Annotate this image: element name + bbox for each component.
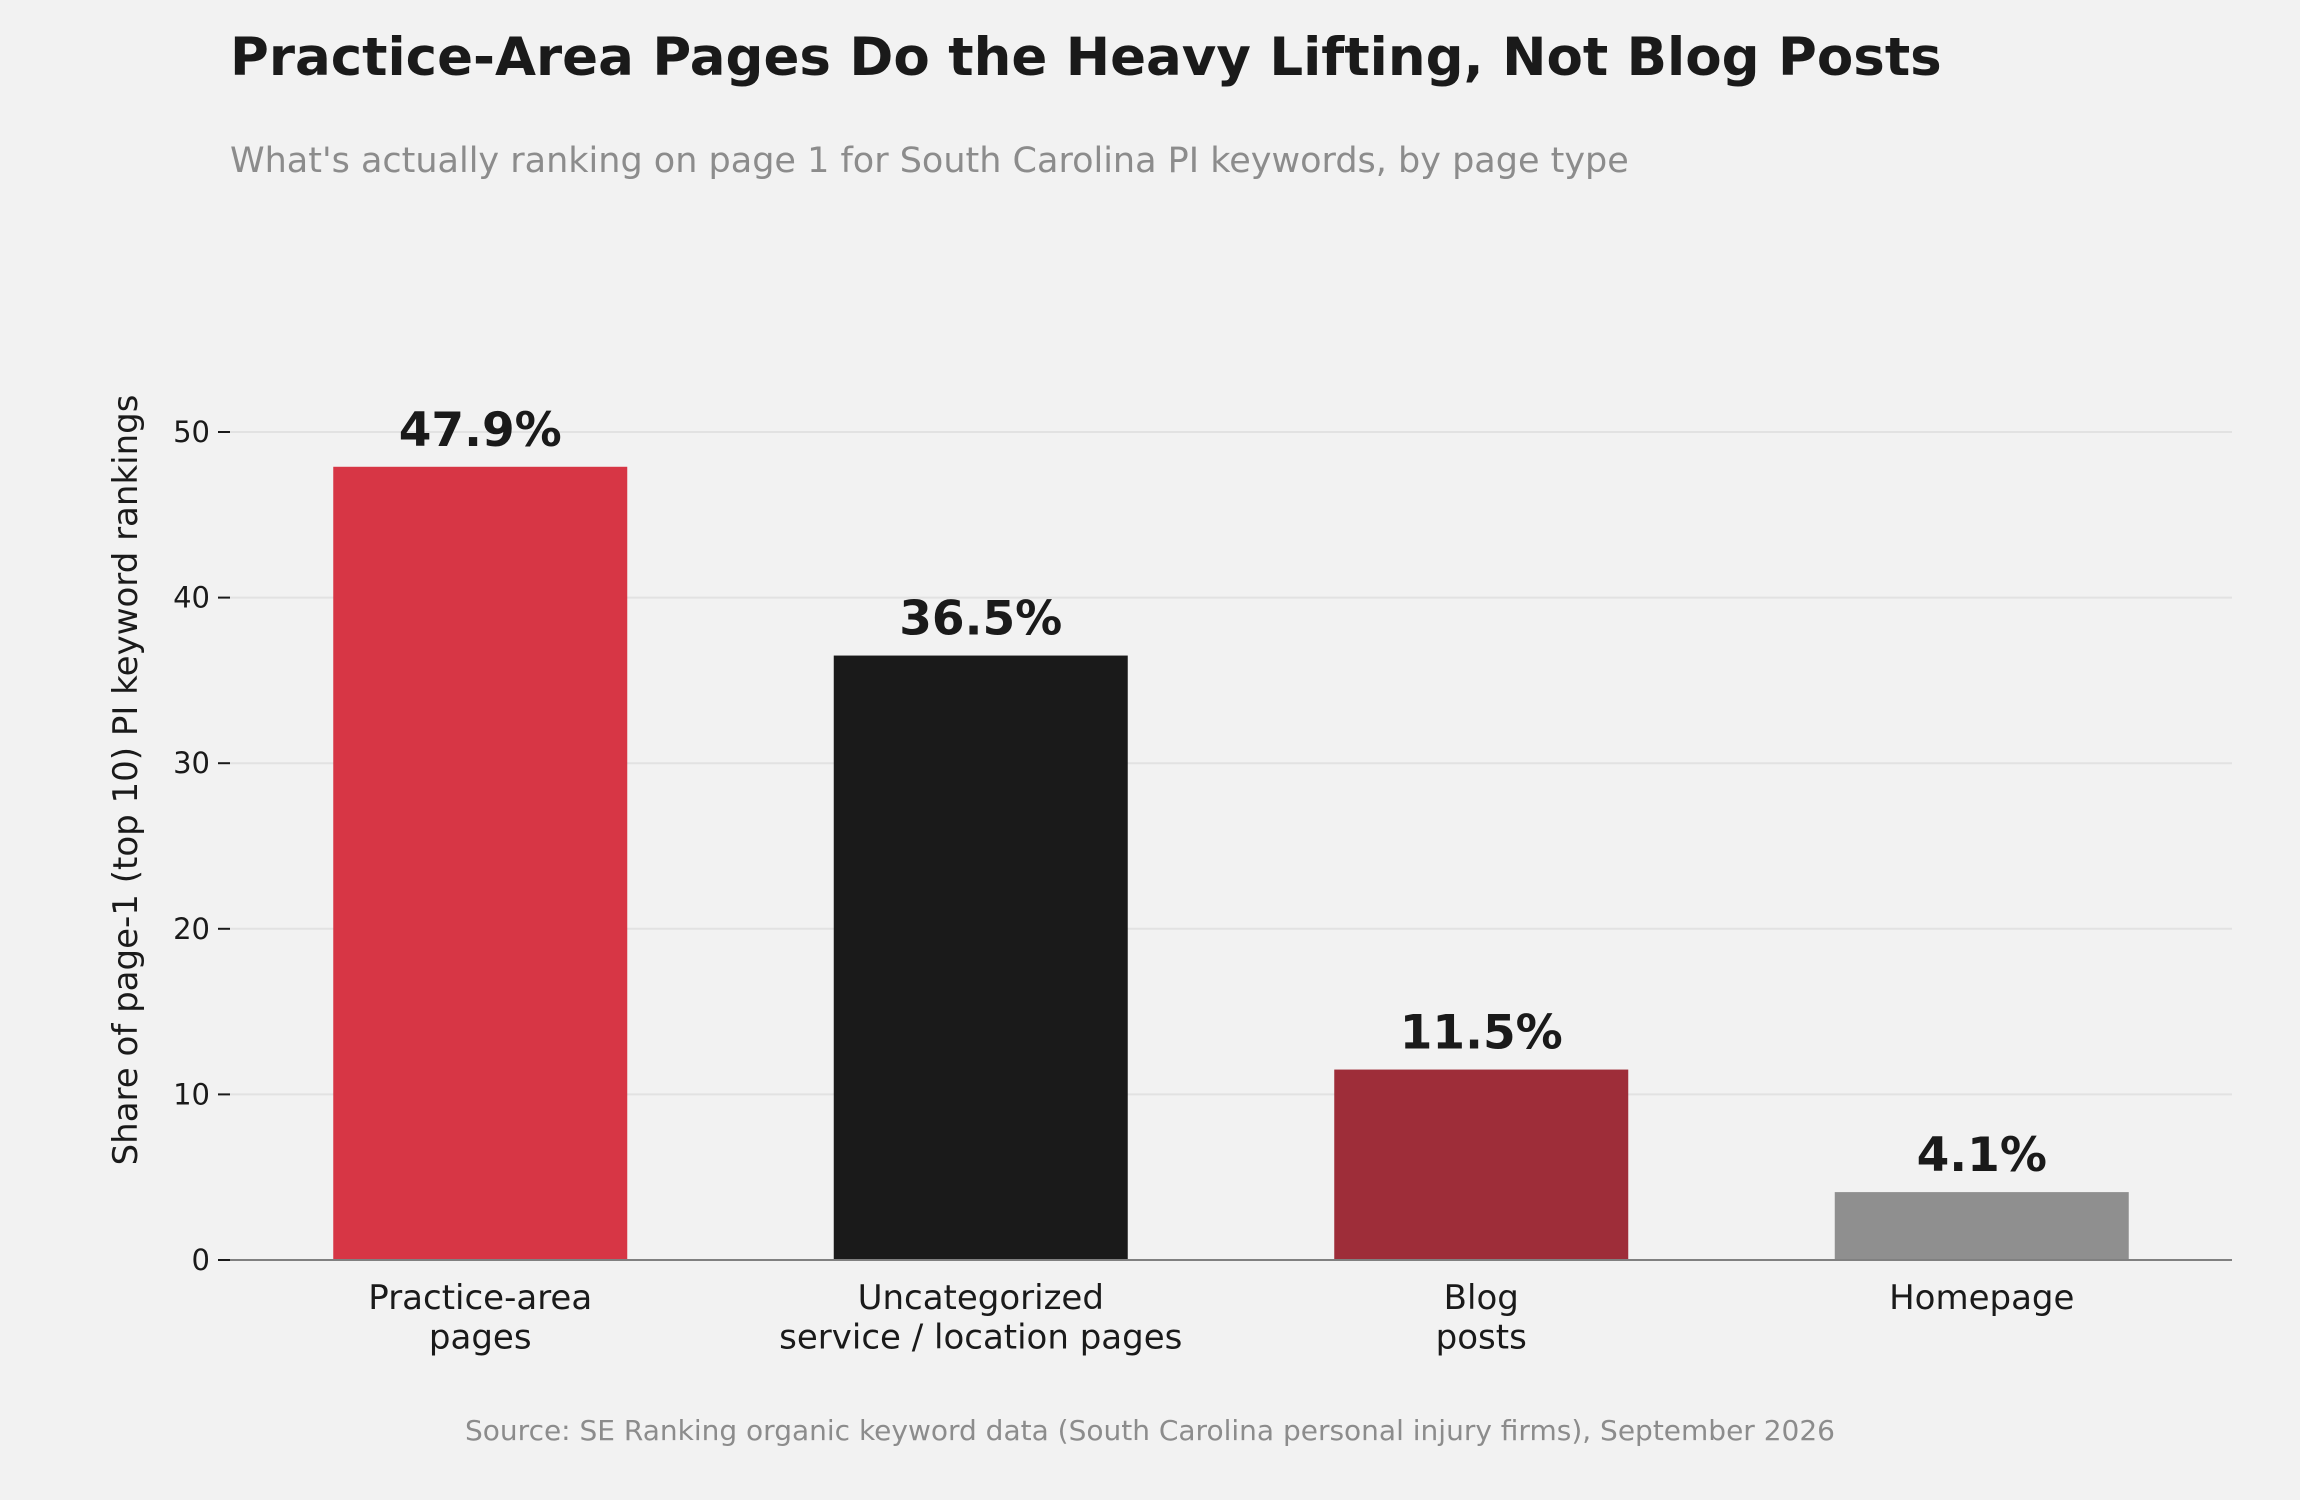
y-axis-label: Share of page-1 (top 10) PI keyword rank…: [106, 395, 146, 1166]
chart-subtitle: What's actually ranking on page 1 for So…: [230, 141, 1629, 181]
bars: [333, 466, 2129, 1260]
bar-value-label: 11.5%: [1400, 1006, 1563, 1061]
bar: [333, 466, 628, 1260]
x-tick-label: Homepage: [1889, 1278, 2074, 1318]
y-tick-label: 50: [173, 415, 210, 449]
value-labels: 47.9% 36.5% 11.5% 4.1%: [399, 403, 2047, 1183]
y-tick-label: 30: [173, 746, 210, 780]
bar: [1334, 1069, 1629, 1260]
y-axis-ticks: 0 10 20 30 40 50: [173, 415, 230, 1277]
x-axis-ticks: Practice-area pages Uncategorized service /…: [368, 1278, 2074, 1358]
source-note: Source: SE Ranking organic keyword data …: [465, 1414, 1835, 1447]
bar: [1834, 1192, 2129, 1260]
x-tick-label: Blog posts: [1436, 1278, 1527, 1358]
bar: [833, 655, 1128, 1260]
x-tick-label: Practice-area pages: [368, 1278, 592, 1358]
y-tick-label: 0: [192, 1243, 210, 1277]
bar-value-label: 36.5%: [899, 592, 1062, 647]
chart-title: Practice-Area Pages Do the Heavy Lifting…: [230, 27, 1942, 88]
bar-value-label: 4.1%: [1917, 1128, 2047, 1183]
bar-value-label: 47.9%: [399, 403, 562, 458]
y-tick-label: 20: [173, 912, 210, 946]
y-tick-label: 40: [173, 581, 210, 615]
x-tick-label: Uncategorized service / location pages: [779, 1278, 1182, 1358]
y-tick-label: 10: [173, 1077, 210, 1111]
